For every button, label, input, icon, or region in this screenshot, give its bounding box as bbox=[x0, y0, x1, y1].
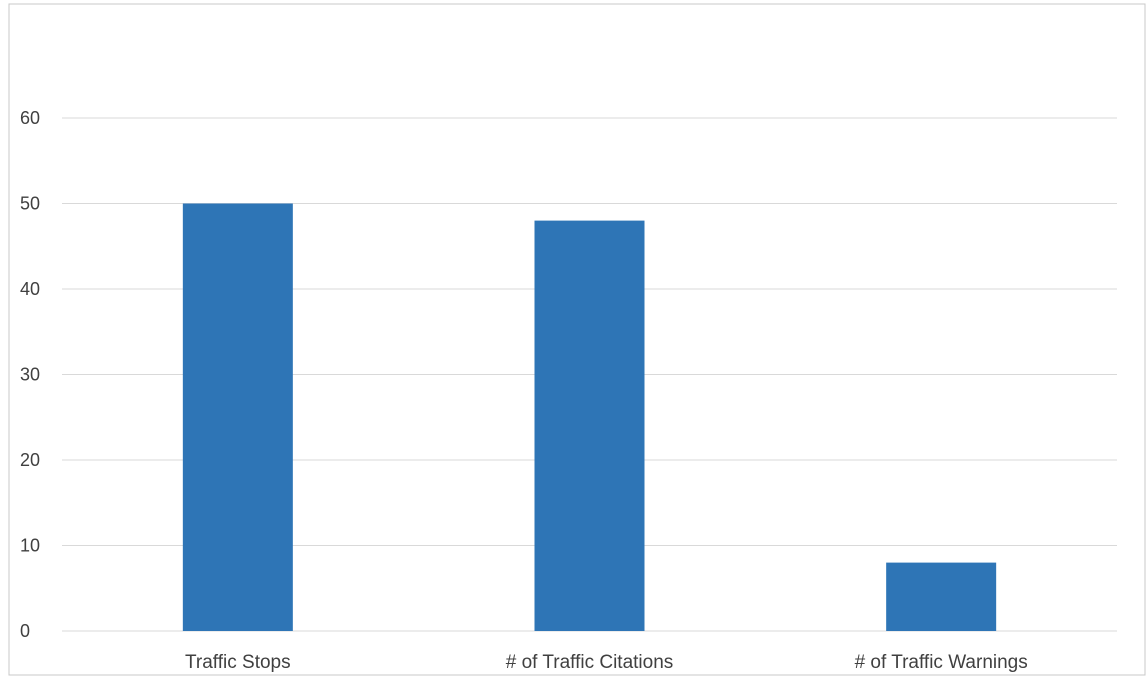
bar-3 bbox=[886, 562, 997, 631]
bar-2 bbox=[534, 220, 645, 631]
bar-1 bbox=[182, 203, 293, 631]
category-label-2: # of Traffic Citations bbox=[506, 652, 674, 673]
category-label-1: Traffic Stops bbox=[185, 652, 291, 673]
bars bbox=[182, 203, 997, 631]
y-tick-label-40: 40 bbox=[20, 279, 40, 299]
category-label-3: # of Traffic Warnings bbox=[855, 652, 1028, 673]
y-tick-label-60: 60 bbox=[20, 108, 40, 128]
y-tick-label-30: 30 bbox=[20, 365, 40, 385]
x-axis-category-labels: Traffic Stops # of Traffic Citations # of … bbox=[185, 652, 1028, 673]
y-tick-label-20: 20 bbox=[20, 450, 40, 470]
y-tick-label-10: 10 bbox=[20, 536, 40, 556]
y-axis-tick-labels: 0 10 20 30 40 50 60 bbox=[20, 108, 40, 641]
y-tick-label-50: 50 bbox=[20, 194, 40, 214]
y-tick-label-0: 0 bbox=[20, 621, 30, 641]
